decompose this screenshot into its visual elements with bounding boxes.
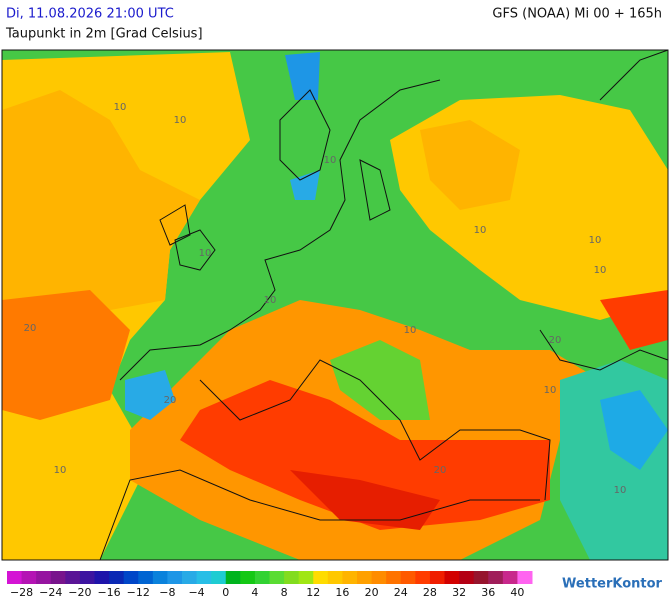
legend-swatch [327, 571, 343, 584]
legend-swatch [386, 571, 402, 584]
legend-tick-label: 4 [251, 586, 258, 599]
legend-tick-label: 32 [452, 586, 466, 599]
legend-tick-label: −24 [39, 586, 62, 599]
legend-swatch [138, 571, 154, 584]
contour-label: 20 [434, 465, 447, 476]
legend-swatch [79, 571, 95, 584]
legend-swatch [123, 571, 139, 584]
brand: WetterKontor [562, 577, 663, 592]
legend-tick-label: 24 [394, 586, 408, 599]
legend-tick-label: 0 [222, 586, 229, 599]
contour-label: 20 [164, 395, 177, 406]
legend-swatch [357, 571, 373, 584]
legend-swatch [517, 571, 533, 584]
legend-swatch [444, 571, 460, 584]
contour-label: 10 [114, 102, 127, 113]
legend: −28 −24 −20 −16 −12 −8 −4 0 4 8 12 16 20 24 28 32 36 40 [7, 571, 533, 599]
legend-tick-label: 16 [335, 586, 349, 599]
legend-swatch [94, 571, 110, 584]
legend-swatch [415, 571, 431, 584]
contour-label: 20 [24, 323, 37, 334]
legend-tick-label: −8 [159, 586, 175, 599]
legend-swatch [21, 571, 37, 584]
contour-label: 10 [589, 235, 602, 246]
contour-label: 10 [614, 485, 627, 496]
legend-tick-label: −12 [127, 586, 150, 599]
contour-label: 10 [199, 248, 212, 259]
legend-swatch [342, 571, 358, 584]
contour-label: 10 [474, 225, 487, 236]
legend-swatch [211, 571, 227, 584]
contour-label: 10 [544, 385, 557, 396]
legend-tick-label: 20 [365, 586, 379, 599]
legend-swatch [7, 571, 23, 584]
legend-swatch [225, 571, 241, 584]
contour-label: 10 [174, 115, 187, 126]
variable: Taupunkt in 2m [Grad Celsius] [5, 27, 203, 42]
legend-swatch [473, 571, 489, 584]
legend-tick-label: −20 [68, 586, 91, 599]
legend-tick-label: 28 [423, 586, 437, 599]
legend-swatch [371, 571, 387, 584]
contour-label: 10 [594, 265, 607, 276]
legend-swatch [269, 571, 285, 584]
legend-swatch [400, 571, 416, 584]
legend-swatch [50, 571, 66, 584]
legend-swatch [313, 571, 329, 584]
contour-label: 20 [549, 335, 562, 346]
contour-label: 10 [404, 325, 417, 336]
datetime: Di, 11.08.2026 21:00 UTC [6, 7, 174, 22]
contour-label: 10 [324, 155, 337, 166]
map: 10 10 10 10 10 10 10 20 20 20 10 10 10 20 10 10 [1, 49, 669, 561]
legend-swatch [182, 571, 198, 584]
legend-tick-label: 40 [510, 586, 524, 599]
contour-label: 10 [264, 295, 277, 306]
legend-tick-label: −4 [188, 586, 204, 599]
legend-tick-label: −28 [10, 586, 33, 599]
legend-swatch [459, 571, 475, 584]
legend-swatch [36, 571, 52, 584]
legend-swatch [65, 571, 81, 584]
legend-tick-label: 8 [281, 586, 288, 599]
legend-swatch [254, 571, 270, 584]
legend-swatch [284, 571, 300, 584]
legend-swatch [429, 571, 445, 584]
legend-tick-label: 12 [306, 586, 320, 599]
legend-swatch [502, 571, 518, 584]
legend-swatch [488, 571, 504, 584]
legend-tick-label: 36 [481, 586, 495, 599]
legend-swatch [298, 571, 314, 584]
model-run: GFS (NOAA) Mi 00 + 165h [492, 7, 662, 22]
legend-swatch [109, 571, 125, 584]
legend-swatch [167, 571, 183, 584]
legend-swatch [196, 571, 212, 584]
legend-swatch [240, 571, 256, 584]
contour-label: 10 [54, 465, 67, 476]
legend-swatch [152, 571, 168, 584]
legend-tick-label: −16 [97, 586, 120, 599]
